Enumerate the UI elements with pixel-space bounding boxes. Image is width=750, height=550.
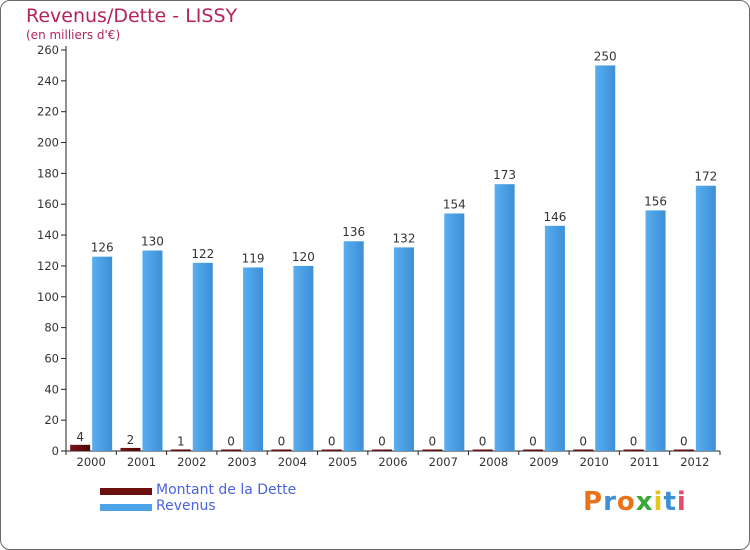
bar-revenus	[695, 185, 716, 451]
data-label-dette: 4	[76, 430, 84, 444]
data-label-revenus: 136	[342, 225, 365, 239]
bar-revenus	[343, 241, 364, 451]
x-tick-label: 2010	[580, 455, 609, 469]
logo-letter: o	[616, 487, 636, 517]
bar-revenus	[595, 65, 616, 451]
y-tick-label: 0	[52, 444, 59, 458]
x-tick-label: 2001	[127, 455, 156, 469]
logo-letter: i	[653, 487, 664, 517]
y-tick-label: 60	[44, 351, 59, 365]
chart-subtitle: (en milliers d'€)	[26, 28, 121, 42]
data-label-dette: 0	[529, 435, 537, 449]
data-label-revenus: 156	[644, 194, 667, 208]
data-label-revenus: 172	[694, 170, 717, 184]
legend-label-dette: Montant de la Dette	[156, 482, 297, 498]
data-label-dette: 0	[378, 435, 386, 449]
y-tick-label: 260	[37, 43, 59, 57]
bar-dette	[70, 444, 91, 451]
bar-revenus	[444, 213, 465, 451]
y-tick-label: 220	[37, 105, 59, 119]
y-tick-label: 200	[37, 136, 59, 150]
data-label-dette: 0	[227, 435, 235, 449]
bar-dette	[120, 447, 141, 451]
y-tick-label: 20	[44, 413, 59, 427]
y-tick-label: 100	[37, 290, 59, 304]
y-tick-label: 80	[44, 321, 59, 335]
bar-revenus	[243, 267, 264, 451]
x-axis: 2000 2001 2002 2003 2004 2005 2006 2007 2008 2009…	[65, 450, 721, 469]
logo-letter: r	[603, 487, 617, 517]
data-label-revenus: 146	[543, 210, 566, 224]
legend-label-revenus: Revenus	[156, 498, 216, 514]
data-label-revenus: 173	[493, 168, 516, 182]
data-label-dette: 0	[278, 435, 286, 449]
x-tick-label: 2011	[630, 455, 659, 469]
bar-revenus	[92, 256, 113, 451]
y-tick-label: 120	[37, 259, 59, 273]
legend-swatch-dette	[100, 488, 152, 495]
data-label-revenus: 154	[443, 197, 466, 211]
y-tick-label: 160	[37, 197, 59, 211]
logo-letter: i	[676, 487, 687, 517]
data-label-revenus: 120	[292, 250, 315, 264]
proxiti-logo: Proxiti	[583, 487, 687, 517]
data-label-dette: 2	[127, 433, 135, 447]
data-label-revenus: 132	[393, 231, 416, 245]
data-label-revenus: 130	[141, 235, 164, 249]
bar-revenus	[544, 225, 565, 451]
y-tick-label: 40	[44, 382, 59, 396]
data-label-dette: 0	[680, 435, 688, 449]
y-tick-label: 240	[37, 74, 59, 88]
data-label-revenus: 119	[242, 251, 265, 265]
y-tick-label: 140	[37, 228, 59, 242]
chart-title: Revenus/Dette - LISSY	[26, 5, 238, 27]
bar-dette	[573, 449, 594, 451]
bar-dette	[170, 449, 191, 451]
x-tick-label: 2009	[529, 455, 558, 469]
x-tick-label: 2008	[479, 455, 508, 469]
data-label-dette: 0	[579, 435, 587, 449]
data-label-dette: 0	[630, 435, 638, 449]
data-label-revenus: 126	[91, 241, 114, 255]
bar-revenus	[494, 184, 515, 451]
bars	[70, 65, 716, 451]
bar-dette	[472, 449, 493, 451]
logo-letter: P	[583, 487, 604, 517]
bar-dette	[321, 449, 342, 451]
x-tick-label: 2000	[77, 455, 106, 469]
bar-dette	[221, 449, 242, 451]
logo-letter: x	[635, 487, 654, 517]
bar-dette	[522, 449, 543, 451]
data-label-dette: 0	[328, 435, 336, 449]
bar-revenus	[192, 262, 213, 451]
data-label-dette: 0	[479, 435, 487, 449]
y-tick-label: 180	[37, 166, 59, 180]
legend-swatch-revenus	[100, 504, 152, 511]
data-label-revenus: 122	[191, 247, 214, 261]
bar-dette	[623, 449, 644, 451]
bar-revenus	[645, 210, 666, 451]
bar-dette	[271, 449, 292, 451]
x-tick-label: 2012	[680, 455, 709, 469]
bar-revenus	[293, 265, 314, 451]
bar-dette	[673, 449, 694, 451]
data-label-revenus: 250	[594, 49, 617, 63]
data-labels: 4 126 2 130 1 122 0 119 0 120 0 136 0 132 0 154 0 173 0 146…	[76, 49, 717, 448]
x-tick-label: 2002	[177, 455, 206, 469]
data-label-dette: 1	[177, 434, 185, 448]
x-tick-label: 2005	[328, 455, 357, 469]
x-tick-label: 2004	[278, 455, 307, 469]
bar-revenus	[142, 250, 163, 451]
bar-dette	[372, 449, 392, 451]
bar-dette	[422, 449, 443, 451]
x-tick-label: 2006	[378, 455, 407, 469]
logo-letter: t	[663, 487, 677, 517]
x-tick-label: 2007	[429, 455, 458, 469]
y-axis: 0 20 40 60 80 100 120 140 160 180 200 220 240 260	[37, 43, 67, 458]
x-tick-label: 2003	[227, 455, 256, 469]
data-label-dette: 0	[428, 435, 436, 449]
bar-revenus	[394, 247, 414, 451]
